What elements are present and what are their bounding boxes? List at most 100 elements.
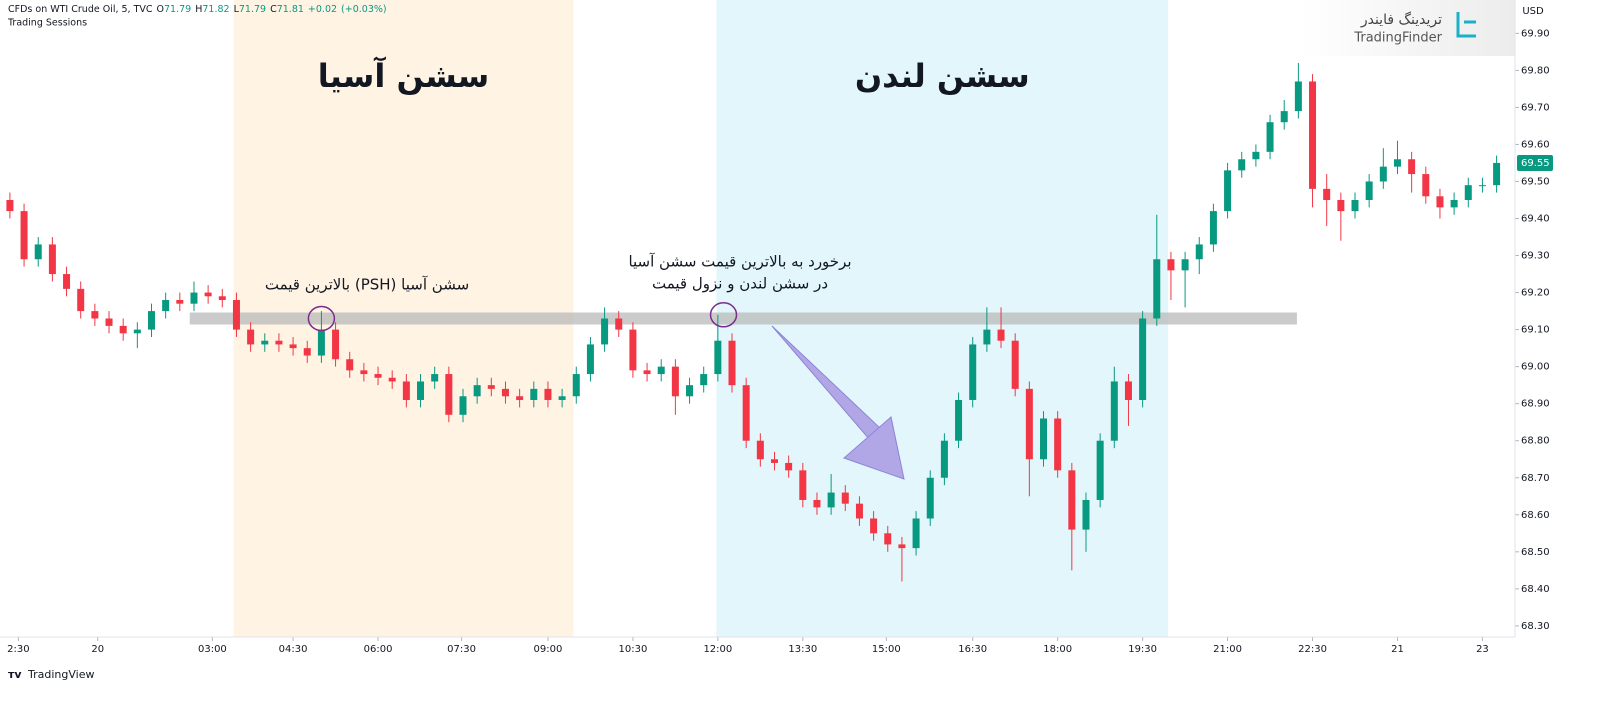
candle-body	[190, 292, 198, 304]
change: +0.02	[308, 4, 337, 15]
candle-body	[1323, 188, 1331, 200]
candle-body	[615, 318, 623, 330]
candle-body	[1309, 81, 1317, 189]
candle-body	[332, 329, 340, 360]
candle-body	[1493, 162, 1501, 186]
candle-body	[799, 470, 807, 500]
candle-body	[1011, 340, 1019, 389]
watermark-title: تریدینگ فایندر	[1360, 11, 1442, 28]
marker-circle	[709, 302, 738, 328]
candle-body	[558, 396, 566, 400]
candle-body	[855, 503, 863, 519]
candle-body	[1124, 381, 1132, 400]
y-tick-label: 69.10	[1521, 325, 1550, 336]
x-tick-label: 09:00	[534, 644, 563, 655]
annotation: بالاترین قیمت (PSH) سشن آسیا	[265, 276, 469, 294]
candle-body	[1436, 196, 1444, 208]
candle-body	[1181, 259, 1189, 271]
candle-body	[402, 381, 410, 400]
y-tick-label: 69.00	[1521, 362, 1550, 373]
candle-body	[261, 340, 269, 345]
candle-body	[1294, 81, 1302, 112]
candle-body	[912, 518, 920, 549]
candle-body	[742, 385, 750, 441]
candle-body	[827, 492, 835, 508]
candle-body	[317, 329, 325, 356]
candle-body	[1266, 122, 1274, 152]
footer-logo: ᴛᴠ	[8, 668, 22, 681]
watermark-subtitle: TradingFinder	[1353, 31, 1442, 46]
candle-body	[601, 318, 609, 345]
footer-brand: TradingView	[27, 668, 94, 681]
candle-body	[544, 388, 552, 400]
x-tick-label: 22:30	[1298, 644, 1327, 655]
candle-body	[417, 381, 425, 400]
last-price-label: 69.55	[1521, 158, 1550, 169]
candle-body	[275, 340, 283, 345]
candle-body	[1068, 470, 1076, 530]
y-tick-label: 68.80	[1521, 436, 1550, 447]
symbol-name: CFDs on WTI Crude Oil, 5, TVC	[8, 4, 153, 15]
candle-body	[898, 544, 906, 549]
currency: USD	[1522, 6, 1544, 17]
last-price-box	[1517, 154, 1553, 171]
candle-body	[289, 344, 297, 349]
level-band	[189, 312, 1297, 325]
open-value: 71.79	[164, 4, 191, 15]
candle-body	[1379, 166, 1387, 182]
candle-body	[870, 518, 878, 534]
y-tick-label: 69.40	[1521, 214, 1550, 225]
candle-body	[700, 374, 708, 386]
watermark-box	[1300, 0, 1515, 56]
x-tick-label: 2:30	[7, 644, 29, 655]
x-tick-label: 21:00	[1213, 644, 1242, 655]
candle-body	[1153, 259, 1161, 319]
candle-body	[643, 370, 651, 375]
candle-body	[1252, 151, 1260, 160]
candle-body	[1408, 159, 1416, 175]
x-tick-label: 10:30	[618, 644, 647, 655]
candle-body	[586, 344, 594, 375]
y-tick-label: 68.60	[1521, 510, 1550, 521]
high-value: 71.82	[202, 4, 229, 15]
x-tick-label: 20	[91, 644, 104, 655]
candle-body	[48, 244, 56, 275]
candle-body	[34, 244, 42, 260]
candle-body	[445, 374, 453, 415]
candle-body	[1393, 159, 1401, 167]
y-tick-label: 68.90	[1521, 399, 1550, 410]
candle-body	[431, 374, 439, 382]
candle-body	[204, 292, 212, 297]
candle-body	[501, 388, 509, 397]
candle-body	[77, 288, 85, 312]
annotation: برخورد به بالاترین قیمت سشن آسیا	[628, 253, 851, 271]
watermark-logo	[1456, 12, 1476, 38]
candle-body	[119, 325, 127, 334]
low-label: L	[234, 4, 240, 15]
candle-body	[473, 385, 481, 397]
candle-body	[1054, 418, 1062, 471]
candle-body	[459, 396, 467, 415]
candle-body	[218, 296, 226, 300]
indicator-name: Trading Sessions	[7, 18, 87, 29]
y-tick-label: 69.90	[1521, 28, 1550, 39]
y-tick-label: 68.30	[1521, 621, 1550, 632]
session-title: سشن آسیا	[318, 56, 489, 95]
candle-body	[148, 311, 155, 330]
candle-body	[671, 366, 679, 397]
candle-body	[572, 374, 580, 397]
close-value: 71.81	[277, 4, 304, 15]
plot-layer	[6, 62, 1501, 582]
y-tick-label: 69.70	[1521, 102, 1550, 113]
candle-body	[1224, 170, 1232, 212]
candle-body	[1195, 244, 1203, 260]
x-tick-label: 12:00	[703, 644, 732, 655]
candle-body	[374, 374, 382, 378]
x-tick-label: 07:30	[447, 644, 476, 655]
candle-body	[1209, 211, 1217, 245]
candle-body	[657, 366, 665, 375]
candle-body	[1351, 199, 1359, 212]
candle-body	[20, 211, 28, 260]
candle-body	[714, 340, 722, 375]
candle-body	[360, 370, 368, 375]
